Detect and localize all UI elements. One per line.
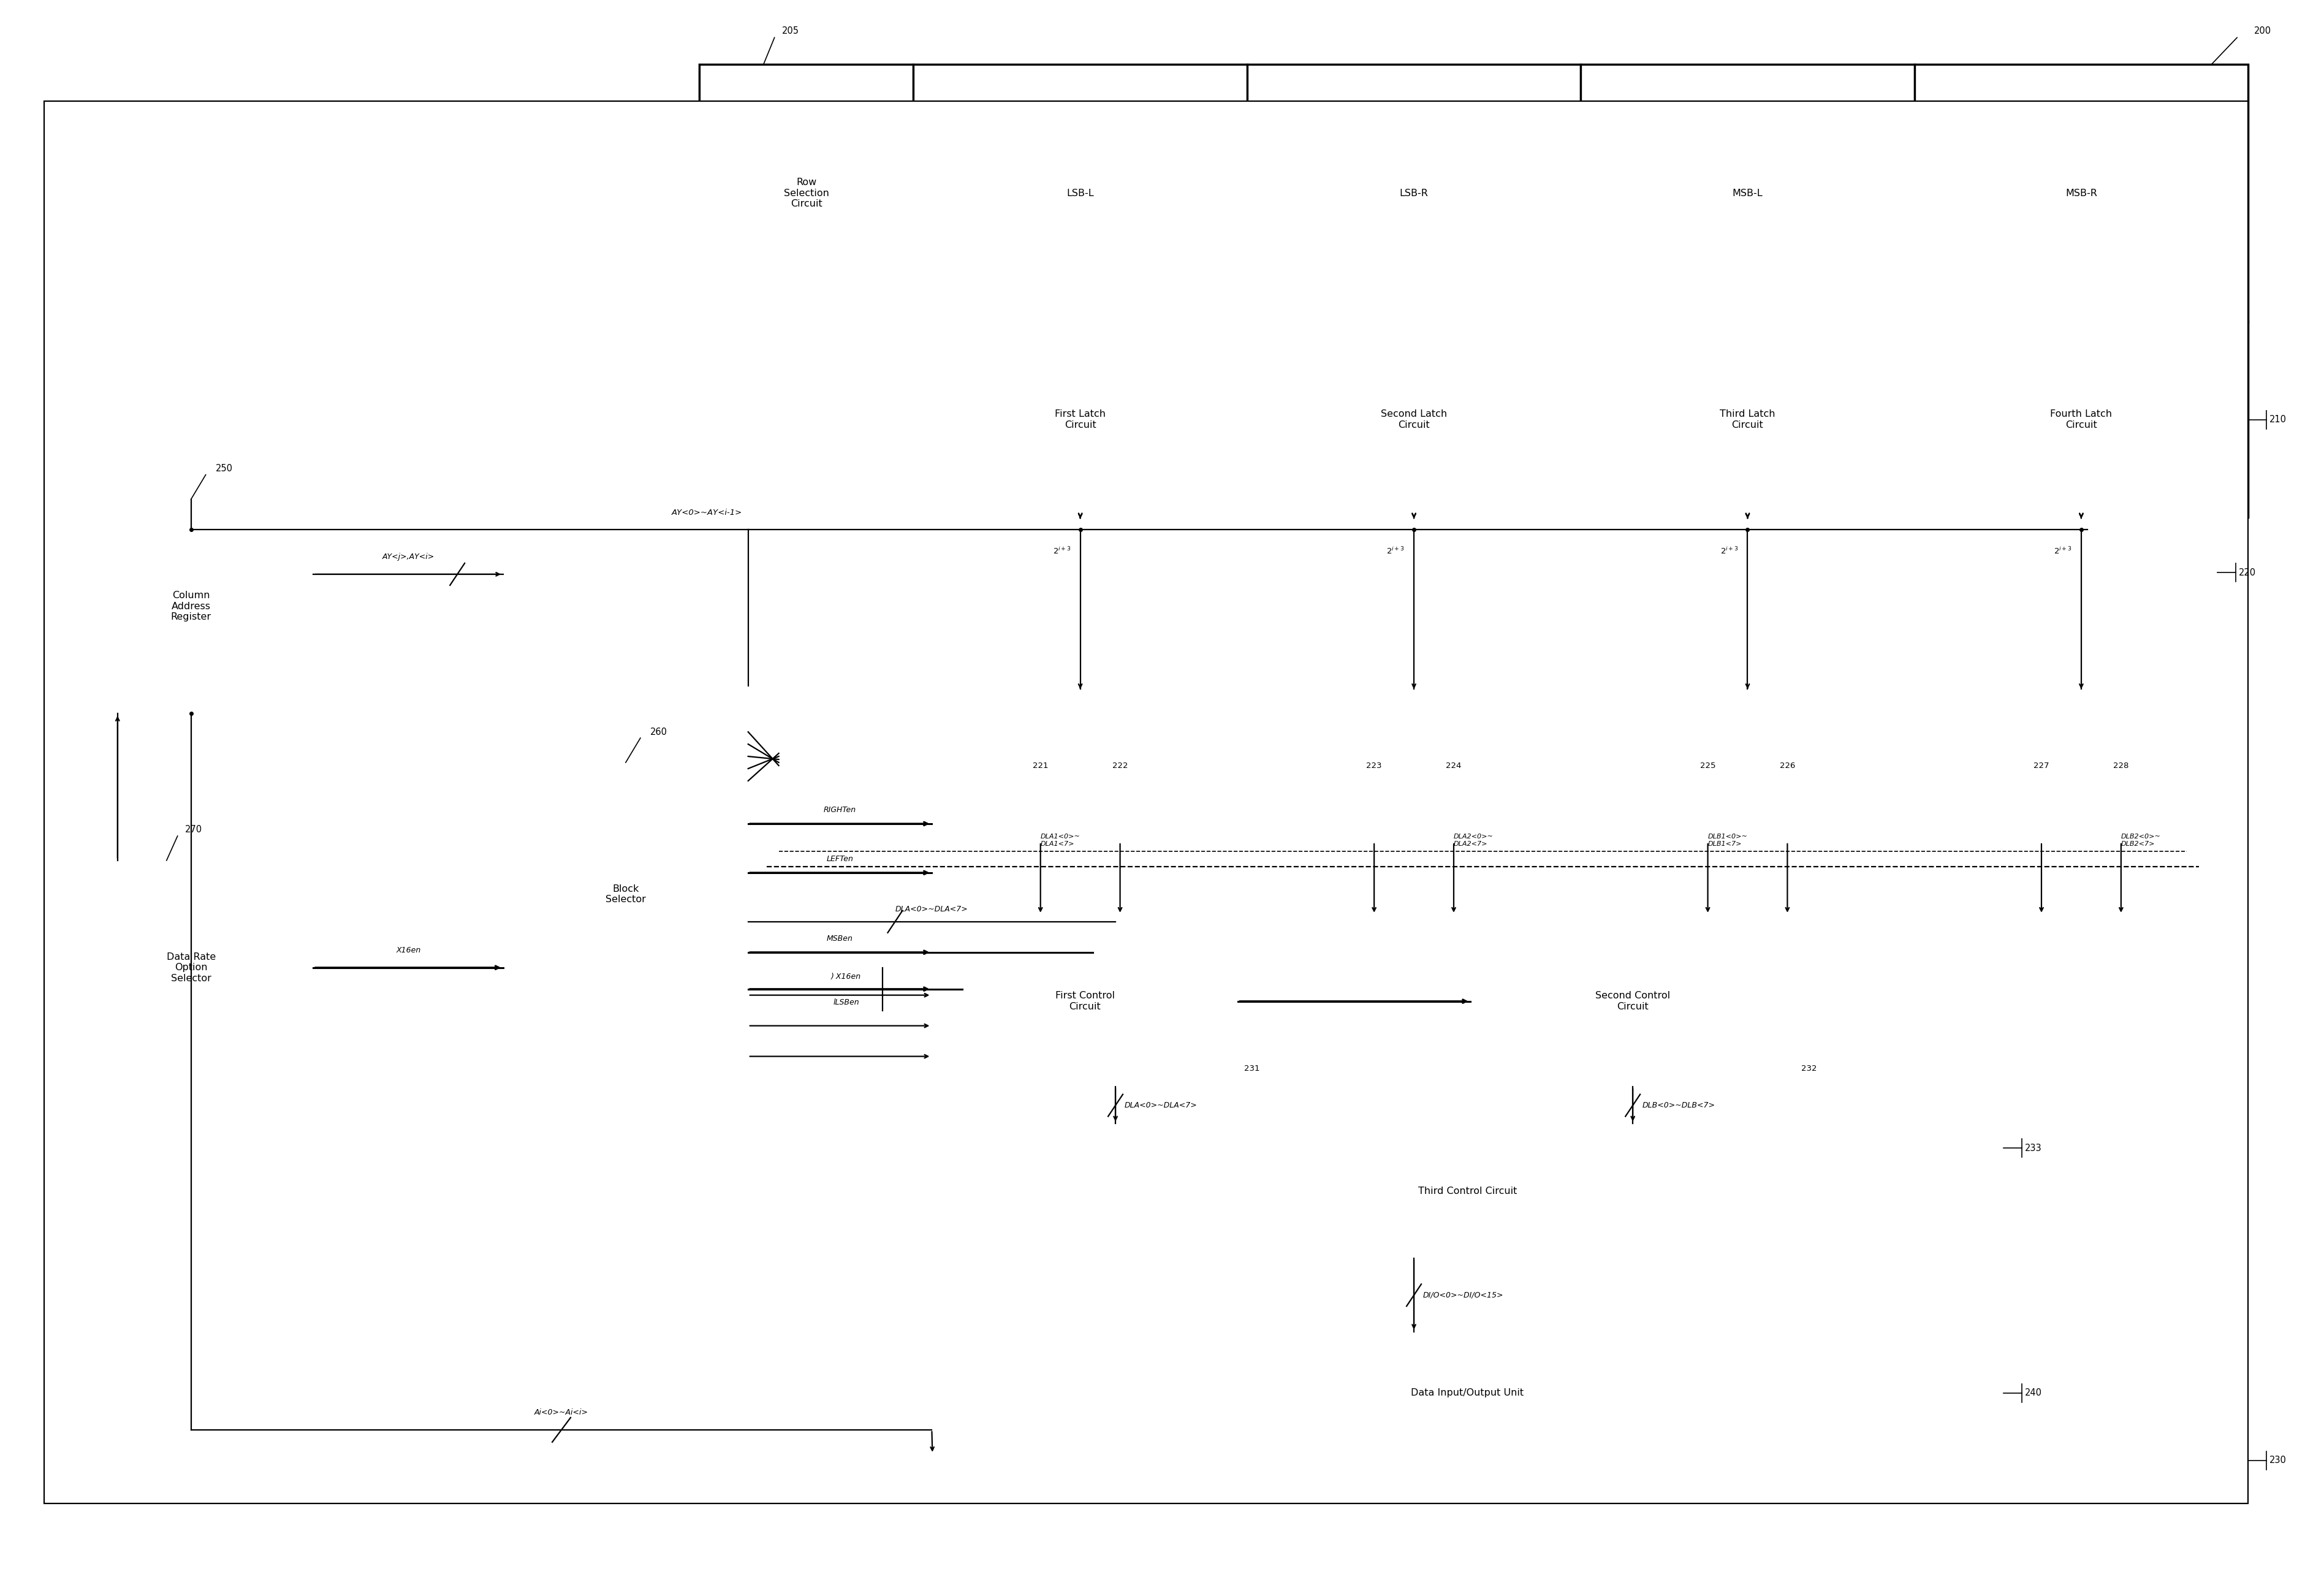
Text: 221: 221 xyxy=(1032,761,1048,769)
Bar xyxy=(70,860,314,1074)
Text: AY<0>~AY<i-1>: AY<0>~AY<i-1> xyxy=(672,509,741,517)
Bar xyxy=(932,916,1239,1087)
Text: 222: 222 xyxy=(1113,761,1127,769)
Text: Ai<0>~Ai<i>: Ai<0>~Ai<i> xyxy=(535,1409,588,1417)
Text: 225: 225 xyxy=(1699,761,1715,769)
Text: X16en: X16en xyxy=(395,946,421,954)
Bar xyxy=(70,500,314,713)
Text: 205: 205 xyxy=(781,26,799,35)
Text: MSB-L: MSB-L xyxy=(1731,188,1764,198)
Text: DLA2<0>~
DLA2<7>: DLA2<0>~ DLA2<7> xyxy=(1455,833,1494,847)
Text: 200: 200 xyxy=(2254,26,2271,35)
Text: AY<j>,AY<i>: AY<j>,AY<i> xyxy=(381,554,435,562)
Text: Row
Selection
Circuit: Row Selection Circuit xyxy=(783,177,830,209)
Text: First Latch
Circuit: First Latch Circuit xyxy=(1055,410,1106,429)
Bar xyxy=(748,547,2217,891)
Text: Data Input/Output Unit: Data Input/Output Unit xyxy=(1411,1389,1525,1398)
Bar xyxy=(1471,916,1794,1087)
Text: 233: 233 xyxy=(2024,1144,2040,1152)
Bar xyxy=(1334,689,1413,843)
Text: Second Latch
Circuit: Second Latch Circuit xyxy=(1380,410,1448,429)
Bar xyxy=(1669,689,1748,843)
Text: lLSBen: lLSBen xyxy=(832,999,860,1007)
Text: DLB2<0>~
DLB2<7>: DLB2<0>~ DLB2<7> xyxy=(2122,833,2161,847)
Text: First Control
Circuit: First Control Circuit xyxy=(1055,991,1116,1012)
Bar xyxy=(44,101,2247,1503)
Bar xyxy=(700,64,2247,517)
Text: 223: 223 xyxy=(1367,761,1383,769)
Text: DLA<0>~DLA<7>: DLA<0>~DLA<7> xyxy=(1125,1101,1197,1109)
Text: ) X16en: ) X16en xyxy=(832,974,862,982)
Text: DLA1<0>~
DLA1<7>: DLA1<0>~ DLA1<7> xyxy=(1041,833,1081,847)
Text: DLB<0>~DLB<7>: DLB<0>~DLB<7> xyxy=(1643,1101,1715,1109)
Text: DI/O<0>~DI/O<15>: DI/O<0>~DI/O<15> xyxy=(1422,1291,1504,1299)
Text: $2^{i+3}$: $2^{i+3}$ xyxy=(2054,546,2073,555)
Text: Third Control Circuit: Third Control Circuit xyxy=(1418,1186,1518,1195)
Bar xyxy=(913,322,1248,517)
Text: 226: 226 xyxy=(1780,761,1794,769)
Bar xyxy=(700,64,913,322)
Text: 220: 220 xyxy=(2238,568,2257,578)
Text: DLB1<0>~
DLB1<7>: DLB1<0>~ DLB1<7> xyxy=(1708,833,1748,847)
Bar xyxy=(1081,689,1160,843)
Bar xyxy=(1915,64,2247,322)
Text: 270: 270 xyxy=(186,825,202,835)
Bar xyxy=(1413,689,1494,843)
Bar xyxy=(932,1333,2003,1454)
Text: LEFTen: LEFTen xyxy=(827,855,853,863)
Text: 260: 260 xyxy=(651,728,667,736)
Text: Column
Address
Register: Column Address Register xyxy=(170,591,211,621)
Text: MSB-R: MSB-R xyxy=(2066,188,2096,198)
Text: Block
Selector: Block Selector xyxy=(607,884,646,903)
Text: MSBen: MSBen xyxy=(827,935,853,943)
Bar xyxy=(2082,689,2161,843)
Bar xyxy=(1580,322,1915,517)
Bar xyxy=(1915,322,2247,517)
Text: 250: 250 xyxy=(216,464,232,472)
Text: 240: 240 xyxy=(2024,1389,2043,1398)
Text: Data Rate
Option
Selector: Data Rate Option Selector xyxy=(167,953,216,983)
Text: Fourth Latch
Circuit: Fourth Latch Circuit xyxy=(2050,410,2113,429)
Text: 210: 210 xyxy=(2271,415,2287,425)
Bar xyxy=(1580,64,1915,322)
Bar xyxy=(1748,689,1827,843)
Text: 230: 230 xyxy=(2271,1456,2287,1465)
Bar xyxy=(2001,689,2082,843)
Bar xyxy=(1248,322,1580,517)
Text: $2^{i+3}$: $2^{i+3}$ xyxy=(1053,546,1071,555)
Text: 232: 232 xyxy=(1801,1065,1817,1073)
Text: 228: 228 xyxy=(2113,761,2129,769)
Text: 227: 227 xyxy=(2034,761,2050,769)
Bar xyxy=(1248,64,1580,322)
Bar xyxy=(504,763,748,1026)
Text: LSB-R: LSB-R xyxy=(1399,188,1429,198)
Bar xyxy=(932,1124,2003,1258)
Text: DLA<0>~DLA<7>: DLA<0>~DLA<7> xyxy=(895,905,969,913)
Text: Second Control
Circuit: Second Control Circuit xyxy=(1594,991,1671,1012)
Text: 231: 231 xyxy=(1243,1065,1260,1073)
Text: $2^{i+3}$: $2^{i+3}$ xyxy=(1387,546,1404,555)
Text: LSB-L: LSB-L xyxy=(1067,188,1095,198)
Bar xyxy=(1002,689,1081,843)
Text: 224: 224 xyxy=(1446,761,1462,769)
Text: $2^{i+3}$: $2^{i+3}$ xyxy=(1720,546,1738,555)
Bar xyxy=(913,64,1248,322)
Text: RIGHTen: RIGHTen xyxy=(823,806,855,814)
Text: Third Latch
Circuit: Third Latch Circuit xyxy=(1720,410,1776,429)
